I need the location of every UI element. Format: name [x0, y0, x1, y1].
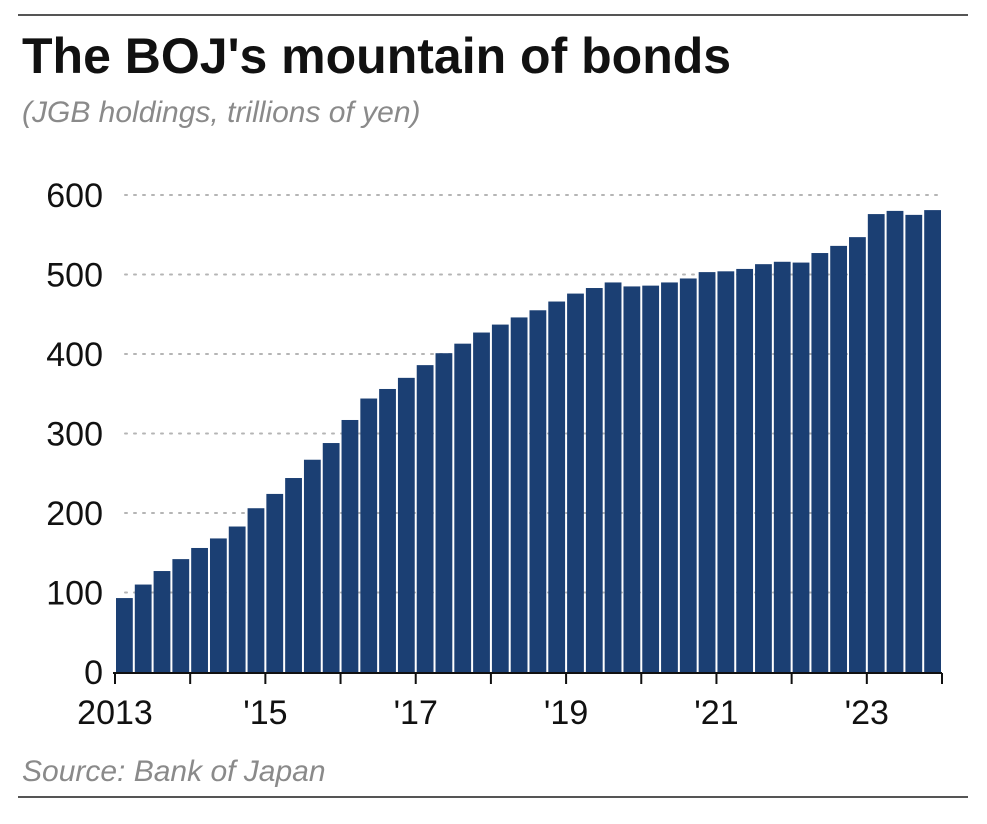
- bar-2023-q1: [867, 214, 885, 672]
- y-tick-label: 400: [46, 336, 103, 374]
- bar-2022-q4: [849, 237, 866, 672]
- chart-subtitle: (JGB holdings, trillions of yen): [22, 96, 421, 129]
- bar-2022-q3: [830, 245, 848, 672]
- bar-2023-q2: [886, 210, 904, 672]
- bar-2014-q1: [191, 547, 208, 672]
- bar-2021-q4: [773, 261, 791, 672]
- x-tick-label: 2013: [77, 694, 153, 732]
- bar-2019-q3: [604, 282, 622, 672]
- bar-2015-q3: [303, 459, 321, 672]
- bar-2020-q3: [679, 278, 697, 672]
- bar-2020-q1: [642, 285, 660, 672]
- bar-2023-q4: [924, 210, 941, 673]
- bar-2019-q4: [623, 286, 641, 672]
- bar-2014-q2: [209, 538, 227, 672]
- bar-2013-q3: [153, 571, 171, 672]
- y-tick-label: 100: [46, 575, 103, 613]
- bar-2021-q1: [717, 271, 735, 672]
- bar-2018-q1: [491, 324, 509, 672]
- bar-2015-q1: [266, 493, 284, 672]
- bar-2017-q1: [416, 365, 434, 672]
- bar-2015-q2: [285, 478, 302, 672]
- bar-2016-q1: [341, 419, 359, 672]
- bar-2017-q4: [473, 332, 490, 672]
- y-tick-label: 0: [84, 654, 103, 692]
- bar-2020-q4: [698, 272, 716, 672]
- x-tick-label: '19: [544, 694, 588, 732]
- bar-2021-q3: [755, 264, 772, 672]
- x-tick-label: '23: [845, 694, 889, 732]
- bar-2019-q1: [567, 293, 584, 672]
- x-tick-label: '21: [694, 694, 738, 732]
- y-tick-label: 300: [46, 416, 103, 454]
- bar-2023-q3: [905, 214, 923, 672]
- bar-2020-q2: [661, 282, 678, 672]
- bar-2016-q4: [397, 377, 415, 672]
- chart-title: The BOJ's mountain of bonds: [22, 28, 732, 84]
- bar-2018-q4: [548, 301, 566, 672]
- bottom-rule: [18, 796, 968, 798]
- bar-2019-q2: [585, 288, 603, 672]
- bar-2018-q3: [529, 310, 547, 672]
- y-tick-label: 200: [46, 495, 103, 533]
- y-tick-label: 500: [46, 257, 103, 295]
- bar-2013-q2: [134, 584, 152, 672]
- bar-2013-q1: [116, 598, 133, 672]
- x-tick-label: '15: [243, 694, 287, 732]
- top-rule: [18, 14, 968, 16]
- bar-2014-q4: [247, 508, 265, 672]
- bar-2022-q2: [811, 253, 829, 672]
- bar-2017-q2: [435, 353, 453, 672]
- bar-2014-q3: [228, 526, 246, 672]
- source-note: Source: Bank of Japan: [22, 755, 326, 788]
- x-tick-label: '17: [394, 694, 438, 732]
- bar-2018-q2: [510, 317, 528, 672]
- bar-2016-q3: [379, 388, 396, 672]
- bar-2016-q2: [360, 398, 378, 672]
- bar-2013-q4: [172, 559, 190, 672]
- bar-2021-q2: [736, 268, 754, 672]
- bar-2017-q3: [454, 343, 472, 672]
- y-tick-label: 600: [46, 177, 103, 215]
- bar-2015-q4: [322, 443, 340, 672]
- bar-2022-q1: [792, 262, 810, 672]
